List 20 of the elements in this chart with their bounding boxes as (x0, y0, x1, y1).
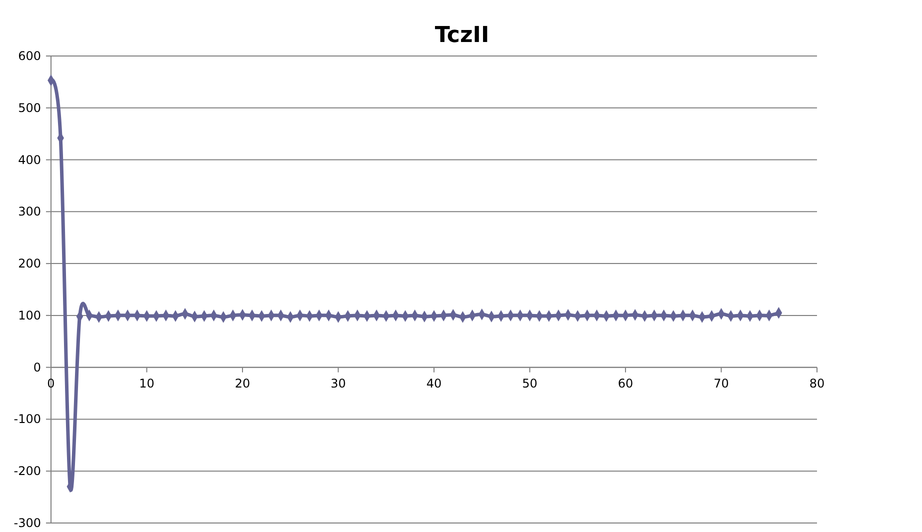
x-tick-label: 30 (330, 376, 346, 390)
y-tick-label: 200 (18, 256, 41, 271)
y-tick-label: 0 (33, 360, 41, 374)
x-tick-label: 70 (714, 376, 729, 390)
y-tick-label: 500 (18, 100, 41, 115)
x-tick-label: 40 (426, 376, 442, 390)
y-tick-label: 300 (18, 204, 41, 219)
x-tick-label: 10 (139, 376, 154, 390)
y-tick-label: 400 (18, 152, 41, 167)
x-tick-label: 80 (809, 376, 825, 390)
y-tick-label: -200 (14, 464, 41, 478)
x-tick-label: 0 (47, 376, 55, 390)
chart-title: TczII (434, 23, 490, 48)
x-tick-label: 60 (618, 376, 634, 390)
x-tick-label: 20 (234, 376, 250, 390)
y-tick-label: -100 (14, 412, 41, 426)
y-tick-label: 100 (18, 308, 41, 322)
x-tick-label: 50 (522, 376, 538, 390)
y-tick-label: -300 (14, 516, 41, 530)
y-tick-label: 600 (18, 49, 41, 63)
